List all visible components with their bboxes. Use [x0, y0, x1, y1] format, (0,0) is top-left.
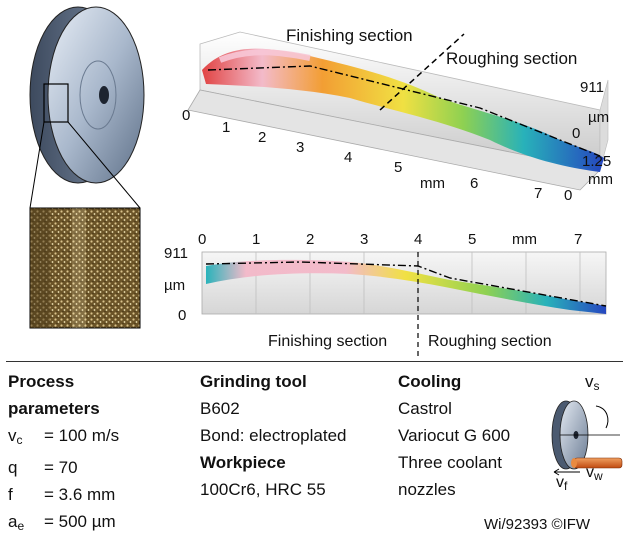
y-max: 911	[164, 245, 188, 262]
tool-line-2: Bond: electroplated	[200, 426, 347, 445]
x-tick: 5	[394, 159, 402, 176]
z-max: 911	[580, 79, 604, 96]
x-tick: 5	[468, 231, 476, 248]
x-tick: 1	[252, 231, 260, 248]
x-tick: 4	[344, 149, 352, 166]
vs-label: vs	[585, 372, 600, 393]
tool-title: Grinding tool	[200, 372, 307, 391]
top-roughing-label: Roughing section	[446, 49, 578, 68]
x-tick: 1	[222, 119, 230, 136]
x-tick: 3	[296, 139, 304, 156]
grinding-wheel-illustration	[29, 6, 145, 329]
x-axis-ticks: 0 1 2 3 4 5 6 7 mm	[182, 107, 542, 202]
y-max: 1.25	[582, 153, 611, 170]
bottom-finishing-label: Finishing section	[268, 333, 388, 350]
param-row-q: q = 70	[8, 458, 78, 477]
cooling-line-2: Variocut G 600	[398, 426, 511, 445]
x-tick: 3	[360, 231, 368, 248]
y-unit: mm	[588, 171, 613, 188]
y-min: 0	[178, 307, 186, 324]
tool-line-1: B602	[200, 399, 240, 418]
x-tick: 2	[306, 231, 314, 248]
x-unit: mm	[512, 231, 537, 248]
vw-label: vw	[586, 464, 603, 483]
vf-label: vf	[556, 474, 568, 493]
x-unit: mm	[420, 175, 445, 192]
param-row-ae: ae = 500 µm	[8, 512, 116, 533]
z-unit: µm	[588, 109, 609, 126]
cooling-line-4: nozzles	[398, 480, 456, 499]
x-tick: 2	[258, 129, 266, 146]
top-finishing-label: Finishing section	[286, 26, 413, 45]
x-tick: 0	[182, 107, 190, 124]
y-min: 0	[564, 187, 572, 204]
param-row-f: f = 3.6 mm	[8, 485, 116, 504]
profile-2d-plot: 0 1 2 3 4 5 mm 7 911 µm 0	[164, 231, 607, 358]
x-tick: 6	[470, 175, 478, 192]
process-title-1: Process	[8, 372, 75, 391]
z-min: 0	[572, 125, 580, 142]
grinding-schematic	[551, 400, 623, 476]
process-parameters-column: Process parameters vc = 100 m/s q = 70 f = …	[8, 368, 119, 540]
x-tick: 7	[574, 231, 582, 248]
x-tick: 0	[198, 231, 206, 248]
cooling-line-3: Three coolant	[398, 453, 502, 472]
x-tick: 7	[534, 185, 542, 202]
topography-3d-plot: 0 1 2 3 4 5 6 7 mm 911 µm 0 1.25 mm 0	[182, 31, 613, 204]
cooling-column: Cooling Castrol Variocut G 600 Three coo…	[398, 368, 510, 503]
bottom-roughing-label: Roughing section	[428, 333, 552, 350]
cooling-title: Cooling	[398, 372, 462, 391]
credit: Wi/92393 ©IFW	[484, 516, 591, 533]
param-row-vc: vc = 100 m/s	[8, 426, 120, 447]
divider	[6, 361, 623, 362]
workpiece-title: Workpiece	[200, 453, 286, 472]
y-unit: µm	[164, 277, 185, 294]
x-tick: 4	[414, 231, 422, 248]
grinding-tool-column: Grinding tool B602 Bond: electroplated W…	[200, 368, 347, 503]
workpiece-value: 100Cr6, HRC 55	[200, 480, 326, 499]
process-title-2: parameters	[8, 399, 100, 418]
cooling-line-1: Castrol	[398, 399, 452, 418]
